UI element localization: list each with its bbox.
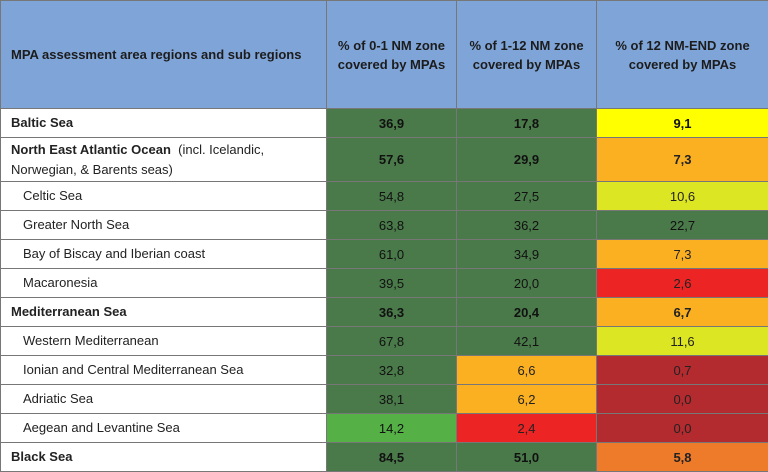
value-zone-12-end: 6,7 xyxy=(597,298,768,327)
table-row: Aegean and Levantine Sea 14,2 2,4 0,0 xyxy=(1,414,768,443)
value-zone-1-12: 42,1 xyxy=(457,327,597,356)
table-row: Baltic Sea 36,9 17,8 9,1 xyxy=(1,109,768,138)
table-row: Ionian and Central Mediterranean Sea 32,… xyxy=(1,356,768,385)
subregion-name: Aegean and Levantine Sea xyxy=(1,414,327,443)
value-zone-12-end: 10,6 xyxy=(597,182,768,211)
value-zone-12-end: 2,6 xyxy=(597,269,768,298)
value-zone-12-end: 0,0 xyxy=(597,385,768,414)
table-row: Mediterranean Sea 36,3 20,4 6,7 xyxy=(1,298,768,327)
subregion-name: Western Mediterranean xyxy=(1,327,327,356)
table-row: Black Sea 84,5 51,0 5,8 xyxy=(1,443,768,472)
value-zone-12-end: 11,6 xyxy=(597,327,768,356)
region-name-cell: North East Atlantic Ocean (incl. Iceland… xyxy=(1,138,327,182)
value-zone-12-end: 0,7 xyxy=(597,356,768,385)
subregion-name: Greater North Sea xyxy=(1,211,327,240)
table-row: Macaronesia 39,5 20,0 2,6 xyxy=(1,269,768,298)
region-name: Black Sea xyxy=(1,443,327,472)
subregion-name: Celtic Sea xyxy=(1,182,327,211)
value-zone-1-12: 2,4 xyxy=(457,414,597,443)
value-zone-0-1: 54,8 xyxy=(327,182,457,211)
value-zone-12-end: 7,3 xyxy=(597,138,768,182)
value-zone-0-1: 32,8 xyxy=(327,356,457,385)
subregion-name: Bay of Biscay and Iberian coast xyxy=(1,240,327,269)
header-zone-1-12: % of 1-12 NM zone covered by MPAs xyxy=(457,1,597,109)
table-row: Bay of Biscay and Iberian coast 61,0 34,… xyxy=(1,240,768,269)
region-name: Baltic Sea xyxy=(1,109,327,138)
value-zone-1-12: 17,8 xyxy=(457,109,597,138)
subregion-name: Adriatic Sea xyxy=(1,385,327,414)
value-zone-0-1: 84,5 xyxy=(327,443,457,472)
value-zone-0-1: 36,3 xyxy=(327,298,457,327)
table-row: Greater North Sea 63,8 36,2 22,7 xyxy=(1,211,768,240)
table-row: Western Mediterranean 67,8 42,1 11,6 xyxy=(1,327,768,356)
region-name: Mediterranean Sea xyxy=(1,298,327,327)
value-zone-1-12: 51,0 xyxy=(457,443,597,472)
region-name: North East Atlantic Ocean xyxy=(11,142,171,157)
value-zone-12-end: 7,3 xyxy=(597,240,768,269)
subregion-name: Macaronesia xyxy=(1,269,327,298)
value-zone-1-12: 29,9 xyxy=(457,138,597,182)
subregion-name: Ionian and Central Mediterranean Sea xyxy=(1,356,327,385)
header-zone-0-1: % of 0-1 NM zone covered by MPAs xyxy=(327,1,457,109)
header-row: MPA assessment area regions and sub regi… xyxy=(1,1,768,109)
value-zone-0-1: 14,2 xyxy=(327,414,457,443)
value-zone-12-end: 5,8 xyxy=(597,443,768,472)
value-zone-0-1: 67,8 xyxy=(327,327,457,356)
value-zone-0-1: 57,6 xyxy=(327,138,457,182)
value-zone-0-1: 63,8 xyxy=(327,211,457,240)
table-row: North East Atlantic Ocean (incl. Iceland… xyxy=(1,138,768,182)
value-zone-1-12: 27,5 xyxy=(457,182,597,211)
value-zone-0-1: 38,1 xyxy=(327,385,457,414)
table-row: Celtic Sea 54,8 27,5 10,6 xyxy=(1,182,768,211)
table-row: Adriatic Sea 38,1 6,2 0,0 xyxy=(1,385,768,414)
value-zone-1-12: 6,6 xyxy=(457,356,597,385)
value-zone-0-1: 36,9 xyxy=(327,109,457,138)
header-region: MPA assessment area regions and sub regi… xyxy=(1,1,327,109)
value-zone-0-1: 61,0 xyxy=(327,240,457,269)
value-zone-1-12: 20,0 xyxy=(457,269,597,298)
value-zone-1-12: 36,2 xyxy=(457,211,597,240)
value-zone-1-12: 34,9 xyxy=(457,240,597,269)
value-zone-1-12: 6,2 xyxy=(457,385,597,414)
value-zone-1-12: 20,4 xyxy=(457,298,597,327)
value-zone-12-end: 9,1 xyxy=(597,109,768,138)
value-zone-12-end: 22,7 xyxy=(597,211,768,240)
value-zone-12-end: 0,0 xyxy=(597,414,768,443)
value-zone-0-1: 39,5 xyxy=(327,269,457,298)
header-zone-12-end: % of 12 NM-END zone covered by MPAs xyxy=(597,1,768,109)
